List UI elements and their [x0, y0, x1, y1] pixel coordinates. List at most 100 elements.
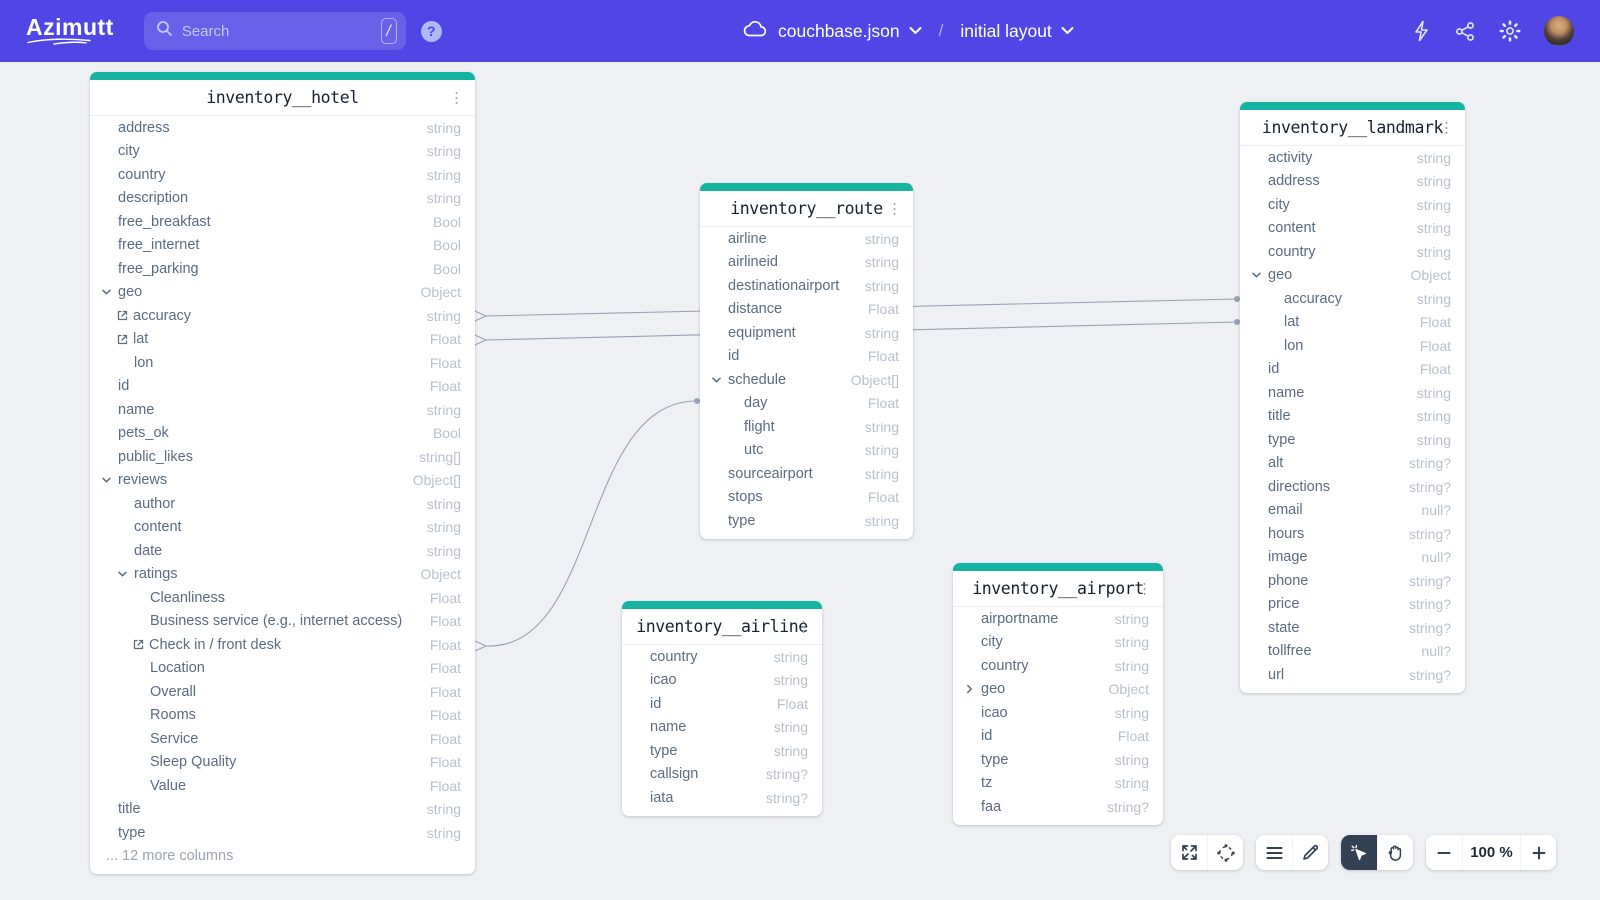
- chevron-down-icon[interactable]: [909, 22, 922, 40]
- column-row[interactable]: accuracy string: [1240, 287, 1465, 311]
- column-row[interactable]: lon Float: [90, 351, 475, 375]
- column-row[interactable]: city string: [953, 631, 1163, 655]
- table-card-inventory__airline[interactable]: inventory__airline ⋮ country string icao st…: [622, 601, 822, 816]
- column-row[interactable]: content string: [1240, 217, 1465, 241]
- external-link-icon[interactable]: [116, 333, 129, 346]
- column-row[interactable]: airlineid string: [700, 251, 913, 275]
- column-row[interactable]: Check in / front desk Float: [90, 633, 475, 657]
- table-card-inventory__airport[interactable]: inventory__airport ⋮ airportname string ci…: [953, 563, 1163, 825]
- column-row[interactable]: sourceairport string: [700, 462, 913, 486]
- column-row[interactable]: lat Float: [1240, 311, 1465, 335]
- column-row[interactable]: date string: [90, 539, 475, 563]
- column-row[interactable]: airportname string: [953, 607, 1163, 631]
- column-row[interactable]: url string?: [1240, 663, 1465, 687]
- table-card-inventory__route[interactable]: inventory__route ⋮ airline string airlinei…: [700, 183, 913, 539]
- chevron-down-icon[interactable]: [101, 287, 112, 298]
- column-row[interactable]: schedule Object[]: [700, 368, 913, 392]
- column-row[interactable]: title string: [1240, 405, 1465, 429]
- zoom-out-icon[interactable]: [1426, 835, 1462, 870]
- column-row[interactable]: type string: [1240, 428, 1465, 452]
- column-row[interactable]: alt string?: [1240, 452, 1465, 476]
- gear-icon[interactable]: [1499, 20, 1521, 42]
- column-row[interactable]: lon Float: [1240, 334, 1465, 358]
- user-avatar[interactable]: [1544, 16, 1574, 46]
- column-row[interactable]: Cleanliness Float: [90, 586, 475, 610]
- column-row[interactable]: airline string: [700, 227, 913, 251]
- column-row[interactable]: Value Float: [90, 774, 475, 798]
- column-row[interactable]: country string: [90, 163, 475, 187]
- more-columns[interactable]: ... 12 more columns: [106, 848, 234, 865]
- chevron-right-icon[interactable]: [964, 684, 975, 695]
- column-row[interactable]: hours string?: [1240, 522, 1465, 546]
- column-row[interactable]: address string: [90, 116, 475, 140]
- column-row[interactable]: activity string: [1240, 146, 1465, 170]
- column-row[interactable]: iata string?: [622, 786, 822, 810]
- column-row[interactable]: pets_ok Bool: [90, 422, 475, 446]
- layout-selector[interactable]: initial layout: [960, 20, 1052, 41]
- column-row[interactable]: free_internet Bool: [90, 234, 475, 258]
- column-row[interactable]: stops Float: [700, 486, 913, 510]
- zoom-in-icon[interactable]: [1520, 835, 1556, 870]
- column-row[interactable]: icao string: [622, 669, 822, 693]
- column-row[interactable]: public_likes string[]: [90, 445, 475, 469]
- column-row[interactable]: geo Object: [1240, 264, 1465, 288]
- column-row[interactable]: id Float: [700, 345, 913, 369]
- column-row[interactable]: type string: [700, 509, 913, 533]
- chevron-down-icon[interactable]: [1061, 22, 1074, 40]
- help-button[interactable]: ?: [420, 20, 442, 42]
- kebab-menu-icon[interactable]: ⋮: [1137, 580, 1152, 597]
- column-row[interactable]: utc string: [700, 439, 913, 463]
- external-link-icon[interactable]: [116, 309, 129, 322]
- column-row[interactable]: day Float: [700, 392, 913, 416]
- table-header[interactable]: inventory__route ⋮: [700, 191, 913, 227]
- lightning-icon[interactable]: [1412, 20, 1432, 42]
- search-bar[interactable]: /: [143, 12, 406, 50]
- kebab-menu-icon[interactable]: ⋮: [796, 618, 811, 635]
- project-selector[interactable]: couchbase.json: [778, 20, 900, 41]
- column-row[interactable]: country string: [953, 654, 1163, 678]
- kebab-menu-icon[interactable]: ⋮: [887, 200, 902, 217]
- column-row[interactable]: ratings Object: [90, 563, 475, 587]
- column-row[interactable]: address string: [1240, 170, 1465, 194]
- table-card-inventory__landmark[interactable]: inventory__landmark ⋮ activity string addr…: [1240, 102, 1465, 693]
- column-row[interactable]: price string?: [1240, 593, 1465, 617]
- column-row[interactable]: callsign string?: [622, 763, 822, 787]
- column-row[interactable]: id Float: [90, 375, 475, 399]
- column-row[interactable]: faa string?: [953, 795, 1163, 819]
- column-row[interactable]: type string: [622, 739, 822, 763]
- column-row[interactable]: phone string?: [1240, 569, 1465, 593]
- external-link-icon[interactable]: [132, 638, 145, 651]
- column-row[interactable]: title string: [90, 798, 475, 822]
- column-row[interactable]: image null?: [1240, 546, 1465, 570]
- chevron-down-icon[interactable]: [101, 475, 112, 486]
- column-row[interactable]: author string: [90, 492, 475, 516]
- pencil-icon[interactable]: [1292, 835, 1328, 870]
- column-row[interactable]: geo Object: [90, 281, 475, 305]
- table-header[interactable]: inventory__hotel ⋮: [90, 80, 475, 116]
- expand-icon[interactable]: [1171, 835, 1207, 870]
- chevron-down-icon[interactable]: [711, 374, 722, 385]
- column-row[interactable]: icao string: [953, 701, 1163, 725]
- cursor-select-icon[interactable]: [1341, 835, 1377, 870]
- zoom-level[interactable]: 100 %: [1462, 835, 1520, 870]
- column-row[interactable]: distance Float: [700, 298, 913, 322]
- column-row[interactable]: Service Float: [90, 727, 475, 751]
- table-header[interactable]: inventory__landmark ⋮: [1240, 110, 1465, 146]
- column-row[interactable]: destinationairport string: [700, 274, 913, 298]
- column-row[interactable]: id Float: [953, 725, 1163, 749]
- azimutt-logo[interactable]: Azimutt: [26, 16, 114, 45]
- column-row[interactable]: free_breakfast Bool: [90, 210, 475, 234]
- column-row[interactable]: tz string: [953, 772, 1163, 796]
- kebab-menu-icon[interactable]: ⋮: [449, 89, 464, 106]
- column-row[interactable]: email null?: [1240, 499, 1465, 523]
- chevron-down-icon[interactable]: [117, 569, 128, 580]
- column-row[interactable]: state string?: [1240, 616, 1465, 640]
- column-row[interactable]: lat Float: [90, 328, 475, 352]
- column-row[interactable]: name string: [622, 716, 822, 740]
- column-row[interactable]: name string: [90, 398, 475, 422]
- column-row[interactable]: geo Object: [953, 678, 1163, 702]
- column-row[interactable]: free_parking Bool: [90, 257, 475, 281]
- table-header[interactable]: inventory__airport ⋮: [953, 571, 1163, 607]
- column-row[interactable]: reviews Object[]: [90, 469, 475, 493]
- column-row[interactable]: Rooms Float: [90, 704, 475, 728]
